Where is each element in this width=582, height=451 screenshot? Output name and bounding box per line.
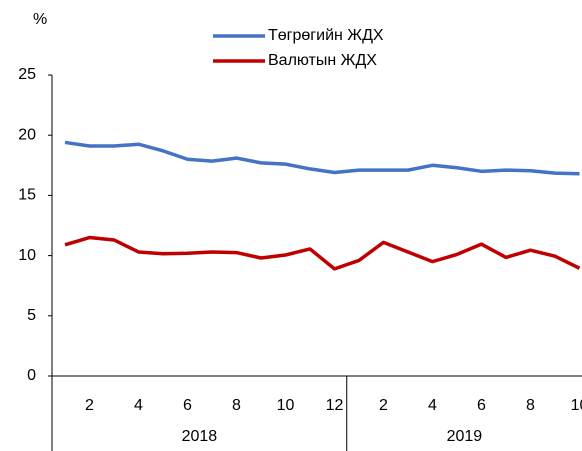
legend-label: Валютын ЖДХ bbox=[268, 52, 377, 69]
x-tick-label: 12 bbox=[326, 397, 344, 414]
y-unit-label: % bbox=[33, 11, 47, 28]
x-tick-label: 2 bbox=[85, 397, 94, 414]
y-tick-label: 5 bbox=[27, 307, 36, 324]
group-label: 2018 bbox=[182, 428, 218, 445]
y-tick-label: 0 bbox=[27, 367, 36, 384]
x-tick-label: 4 bbox=[134, 397, 143, 414]
y-tick-label: 20 bbox=[18, 126, 36, 143]
x-tick-label: 6 bbox=[477, 397, 486, 414]
y-tick-label: 10 bbox=[18, 247, 36, 264]
x-tick-label: 10 bbox=[277, 397, 295, 414]
y-tick-label: 15 bbox=[18, 187, 36, 204]
legend-label: Төгрөгийн ЖДХ bbox=[268, 27, 384, 44]
series-line bbox=[64, 235, 581, 271]
x-tick-label: 8 bbox=[232, 397, 241, 414]
x-tick-label: 8 bbox=[526, 397, 535, 414]
y-tick-label: 25 bbox=[18, 66, 36, 83]
x-tick-label: 4 bbox=[428, 397, 437, 414]
group-label: 2019 bbox=[447, 428, 483, 445]
series-line bbox=[64, 140, 580, 176]
x-tick-label: 2 bbox=[379, 397, 388, 414]
x-tick-label: 6 bbox=[183, 397, 192, 414]
x-tick-label: 10 bbox=[571, 397, 582, 414]
